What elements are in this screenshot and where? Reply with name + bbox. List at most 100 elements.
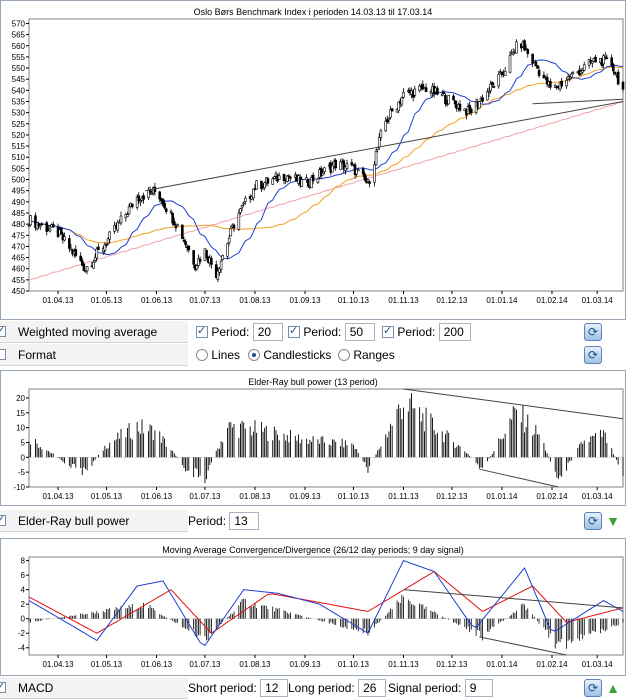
format-checkbox[interactable] [0, 349, 6, 360]
price-y-tick-label: 570 [12, 19, 26, 28]
macd-long-input[interactable]: 26 [358, 679, 387, 697]
elder-checkbox[interactable] [0, 513, 6, 526]
price-y-tick-label: 565 [12, 31, 26, 40]
format-lines-radio[interactable] [196, 349, 208, 361]
candle-body [492, 86, 496, 88]
candle-body [29, 215, 32, 226]
price-chart-title: Oslo Børs Benchmark Index i perioden 14.… [194, 7, 433, 17]
macd-x-tick-label: 01.03.14 [582, 660, 614, 669]
macd-y-tick-label: 2 [21, 600, 26, 609]
price-x-tick-label: 01.02.14 [536, 296, 568, 305]
macd-y-tick-label: 6 [21, 571, 26, 580]
elder-chart: Elder-Ray bull power (13 period) -10 -5 0 5… [13, 377, 624, 501]
elder-period-input[interactable]: 13 [229, 512, 260, 530]
format-options: Lines Candlesticks Ranges ⟳ [188, 344, 626, 366]
price-y-tick-label: 545 [12, 75, 26, 84]
price-y-tick-label: 450 [12, 287, 26, 296]
plot-frame [28, 556, 624, 656]
candle-body [331, 164, 334, 173]
candle-body [334, 159, 337, 169]
candle-body [216, 270, 220, 280]
price-y-tick-label: 465 [12, 254, 26, 263]
candle-body [390, 108, 394, 112]
candle-body [515, 41, 518, 54]
price-y-tick-label: 555 [12, 53, 26, 62]
elder-x-tick-label: 01.09.13 [289, 492, 321, 501]
elder-x-tick-label: 01.03.14 [582, 492, 614, 501]
candle-body [452, 95, 455, 101]
candle-body [565, 80, 568, 87]
macd-x-tick-label: 01.11.13 [388, 660, 419, 669]
wma-period-1-checkbox[interactable] [196, 324, 208, 338]
refresh-format-icon[interactable]: ⟳ [584, 346, 602, 364]
candle-body [397, 101, 400, 112]
elder-x-tick-label: 01.11.13 [388, 492, 419, 501]
candle-body [591, 61, 594, 64]
price-y-tick-label: 505 [12, 164, 26, 173]
candle-body [413, 88, 417, 96]
format-lines-label: Lines [211, 348, 241, 362]
macd-signal-input[interactable]: 9 [464, 679, 493, 697]
candle-body [92, 261, 95, 269]
wma-period-3-checkbox[interactable] [382, 324, 394, 338]
candle-body [356, 169, 360, 172]
price-y-tick-label: 455 [12, 276, 26, 285]
move-down-icon[interactable]: ▼ [606, 513, 620, 529]
price-y-tick-label: 535 [12, 97, 26, 106]
candle-body [171, 213, 174, 224]
candle-body [195, 265, 199, 270]
candle-body [373, 164, 376, 183]
candle-body [531, 53, 534, 64]
wma-period-2-input[interactable]: 50 [344, 323, 375, 341]
macd-checkbox[interactable] [0, 680, 6, 693]
macd-chart-panel: Moving Average Convergence/Divergence (2… [0, 538, 626, 676]
format-ranges-radio[interactable] [338, 349, 350, 361]
candle-body [287, 175, 291, 178]
candle-body [40, 223, 44, 226]
price-x-tick-label: 01.05.13 [91, 296, 123, 305]
candle-body [85, 266, 89, 272]
price-x-tick-label: 01.01.14 [486, 296, 518, 305]
macd-short-input[interactable]: 12 [260, 679, 289, 697]
candle-body [345, 163, 349, 170]
candle-body [571, 72, 575, 74]
candle-body [255, 180, 258, 190]
wma-checkbox[interactable] [0, 324, 6, 337]
wma-period-2-checkbox[interactable] [288, 324, 300, 338]
price-y-tick-label: 560 [12, 42, 26, 51]
candle-body [368, 181, 371, 184]
candle-body [106, 238, 110, 244]
candle-body [400, 97, 404, 105]
plot-frame [28, 18, 624, 292]
refresh-macd-icon[interactable]: ⟳ [584, 679, 602, 697]
candle-body [137, 195, 141, 202]
price-y-tick-label: 490 [12, 198, 26, 207]
candle-body [581, 70, 584, 73]
format-candlesticks-radio[interactable] [248, 349, 260, 361]
candle-body [594, 56, 597, 63]
wma-period-1-input[interactable]: 20 [252, 323, 283, 341]
move-up-icon[interactable]: ▲ [606, 680, 620, 696]
price-y-tick-label: 540 [12, 86, 26, 95]
refresh-elder-icon[interactable]: ⟳ [584, 512, 602, 530]
candle-body [187, 245, 191, 251]
format-label: Format [18, 348, 57, 362]
wma-label: Weighted moving average [18, 325, 158, 339]
candle-body [210, 258, 213, 265]
refresh-wma-icon[interactable]: ⟳ [584, 323, 602, 341]
candle-body [192, 250, 195, 265]
wma-50-line [28, 66, 624, 244]
candle-body [440, 93, 444, 96]
price-x-tick-label: 01.12.13 [436, 296, 468, 305]
price-y-tick-label: 550 [12, 64, 26, 73]
wma-period-3-label: Period: [397, 325, 436, 339]
macd-chart: Moving Average Convergence/Divergence (2… [18, 545, 624, 669]
candle-body [468, 104, 471, 112]
candle-body [306, 179, 310, 187]
candle-body [384, 120, 388, 132]
wma-period-3-input[interactable]: 200 [438, 323, 471, 341]
candle-body [481, 97, 484, 102]
candle-body [260, 180, 263, 189]
elder-options: Period: 13 ⟳ ▼ [188, 510, 626, 532]
macd-long-label: Long period: [288, 681, 355, 695]
